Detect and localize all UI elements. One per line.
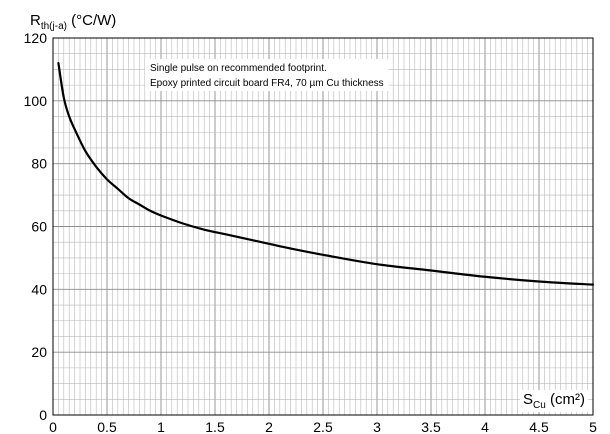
y-tick-label: 120 [24,30,48,46]
x-axis-title-main: S [523,391,533,408]
y-axis-title-background [28,11,119,33]
x-axis-title-group: SCu (cm²) [520,390,588,412]
y-axis-title-unit: (°C/W) [67,12,116,29]
x-tick-label: 4.5 [529,419,549,434]
x-tick-label: 1 [157,419,165,434]
annotation-line-2: Epoxy printed circuit board FR4, 70 µm C… [150,78,384,89]
x-tick-label: 4 [481,419,489,434]
annotation-line-1: Single pulse on recommended footprint. [150,63,327,74]
x-tick-label: 2 [265,419,273,434]
y-tick-label: 80 [31,156,47,172]
x-tick-labels: 0 0.5 1 1.5 2 2.5 3 3.5 4 4.5 5 [49,419,597,434]
y-axis-title: Rth(j-a) (°C/W) [30,12,116,32]
annotation-box: Single pulse on recommended footprint. E… [145,59,389,91]
x-axis-title-unit: (cm²) [546,391,585,408]
x-axis-title-background [520,390,588,412]
grid [53,38,593,415]
y-tick-label: 0 [39,407,47,423]
x-tick-label: 0 [49,419,57,434]
x-tick-label: 5 [589,419,597,434]
y-tick-label: 60 [31,219,47,235]
x-tick-label: 3.5 [421,419,441,434]
x-tick-label: 2.5 [313,419,333,434]
annotation-background [145,59,389,91]
plot-frame [52,37,594,416]
y-axis-title-main: R [30,12,41,29]
y-axis-title-subscript: th(j-a) [41,21,67,32]
x-tick-label: 3 [373,419,381,434]
series-line [57,62,595,286]
y-tick-label: 100 [24,93,48,109]
y-tick-labels: 0 20 40 60 80 100 120 [24,30,48,423]
y-tick-label: 40 [31,281,47,297]
x-axis-title: SCu (cm²) [523,391,585,411]
x-axis-title-subscript: Cu [533,400,546,411]
y-tick-label: 20 [31,344,47,360]
y-axis-title-group: Rth(j-a) (°C/W) [28,11,119,33]
x-tick-label: 1.5 [205,419,225,434]
x-tick-label: 0.5 [97,419,117,434]
